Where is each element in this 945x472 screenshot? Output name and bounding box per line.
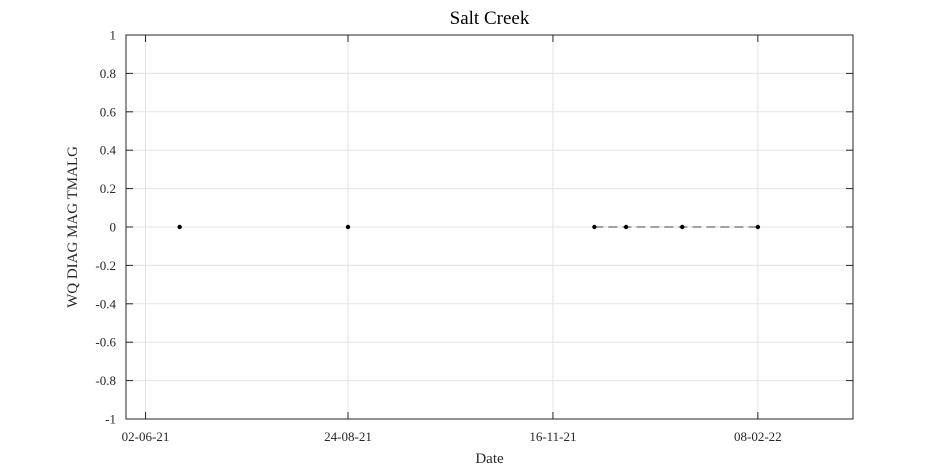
y-tick-label: -0.4 [95,296,116,311]
x-axis-label: Date [475,451,504,467]
y-tick-labels: 1 0.8 0.6 0.4 0.2 0 -0.2 -0.4 -0.6 -0.8 -1 [95,28,116,427]
data-point [345,224,351,230]
y-tick-label: 0 [110,220,117,235]
x-tick-label: 24-08-21 [324,429,372,444]
x-tick-labels: 02-06-21 24-08-21 16-11-21 08-02-22 [122,429,782,444]
y-tick-label: -1 [105,412,116,427]
x-tick-label: 08-02-22 [734,429,782,444]
data-point [623,224,629,230]
series-points [177,224,761,230]
x-tick-label: 16-11-21 [529,429,576,444]
y-tick-label: 1 [110,28,117,43]
y-tick-label: 0.2 [100,181,116,196]
y-tick-label: -0.8 [95,373,116,388]
y-axis-label: WQ DIAG MAG TMALG [65,146,81,308]
y-tick-label: -0.2 [95,258,116,273]
data-point [755,224,761,230]
y-tick-label: 0.6 [100,104,117,119]
tick-marks [126,34,853,420]
y-tick-label: -0.6 [95,335,116,350]
y-tick-label: 0.4 [100,143,117,158]
data-point [592,224,597,230]
x-tick-label: 02-06-21 [122,429,170,444]
grid-lines [126,34,853,420]
chart-title: Salt Creek [450,8,530,29]
data-point [177,224,182,230]
data-point [680,224,685,230]
y-tick-label: 0.8 [100,66,116,81]
